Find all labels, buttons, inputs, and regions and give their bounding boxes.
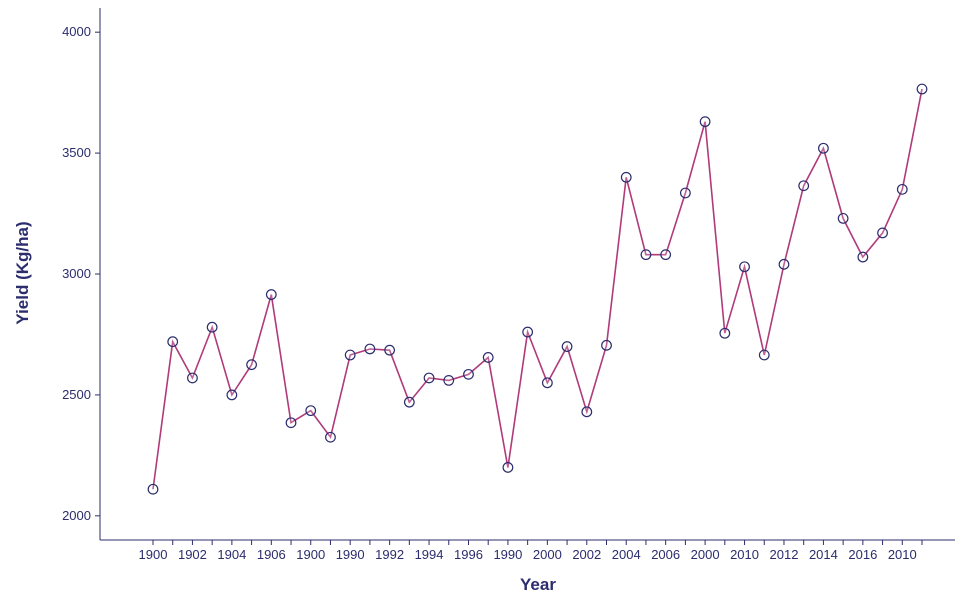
x-tick-label: 2016: [848, 547, 877, 562]
y-tick-label: 3000: [62, 266, 91, 281]
x-tick-label: 1992: [375, 547, 404, 562]
data-point: [285, 417, 297, 429]
x-tick-label: 2012: [770, 547, 799, 562]
data-point: [719, 327, 731, 339]
data-point: [364, 343, 376, 355]
data-point: [620, 171, 632, 183]
data-point: [699, 116, 711, 128]
data-point: [443, 375, 455, 386]
data-point: [581, 406, 593, 418]
data-point: [187, 372, 198, 384]
x-tick-label: 1996: [454, 547, 483, 562]
data-point: [541, 377, 553, 389]
data-point: [660, 249, 672, 261]
data-point: [896, 183, 908, 195]
x-tick-label: 1900: [139, 547, 168, 562]
data-point: [601, 339, 612, 351]
y-tick-label: 2000: [62, 508, 91, 523]
x-tick-label: 2004: [612, 547, 641, 562]
series-line: [152, 88, 923, 490]
data-point: [246, 359, 257, 371]
x-tick-label: 2010: [888, 547, 917, 562]
data-point: [344, 349, 356, 361]
x-tick-label: 1900: [296, 547, 325, 562]
data-point: [265, 289, 277, 300]
axes: [99, 8, 955, 541]
x-tick-label: 2000: [691, 547, 720, 562]
y-tick-label: 2500: [62, 387, 91, 402]
data-point: [798, 180, 810, 192]
x-tick-label: 1904: [217, 547, 246, 562]
data-point: [739, 261, 750, 273]
data-point: [818, 142, 829, 154]
data-point: [837, 212, 849, 224]
data-point: [325, 431, 336, 443]
data-point: [384, 344, 396, 356]
x-tick-label: 2010: [730, 547, 759, 562]
x-axis-title: Year: [520, 575, 556, 594]
data-point: [778, 258, 790, 270]
x-tick-label: 1990: [493, 547, 522, 562]
data-point: [482, 352, 494, 363]
x-tick-label: 2002: [572, 547, 601, 562]
x-tick-label: 2014: [809, 547, 838, 562]
x-tick-label: 2000: [533, 547, 562, 562]
data-point: [916, 83, 928, 95]
data-point: [857, 251, 869, 263]
data-point: [167, 336, 179, 348]
data-point: [561, 341, 573, 352]
data-point: [226, 389, 238, 401]
data-point: [423, 372, 435, 384]
x-tick-label: 1906: [257, 547, 286, 562]
data-point: [147, 483, 159, 495]
data-point: [877, 227, 888, 239]
data-point: [206, 321, 218, 333]
x-tick-label: 1902: [178, 547, 207, 562]
data-point: [463, 368, 474, 380]
data-point: [305, 405, 317, 417]
x-tick-label: 1994: [415, 547, 444, 562]
y-axis-title: Yield (Kg/ha): [13, 221, 32, 324]
data-point: [522, 326, 534, 338]
series-layer: [147, 83, 928, 495]
x-tick-label: 1990: [336, 547, 365, 562]
tick-layer: 2000 2500 3000 3500 4000 1900 1902 1904 1906 1900…: [62, 24, 923, 562]
data-point: [758, 349, 770, 361]
data-point: [679, 187, 691, 199]
data-point: [640, 249, 652, 261]
x-tick-label: 2006: [651, 547, 680, 562]
y-tick-label: 3500: [62, 145, 91, 160]
data-point: [403, 396, 415, 408]
data-point: [502, 462, 514, 473]
y-tick-label: 4000: [62, 24, 91, 39]
